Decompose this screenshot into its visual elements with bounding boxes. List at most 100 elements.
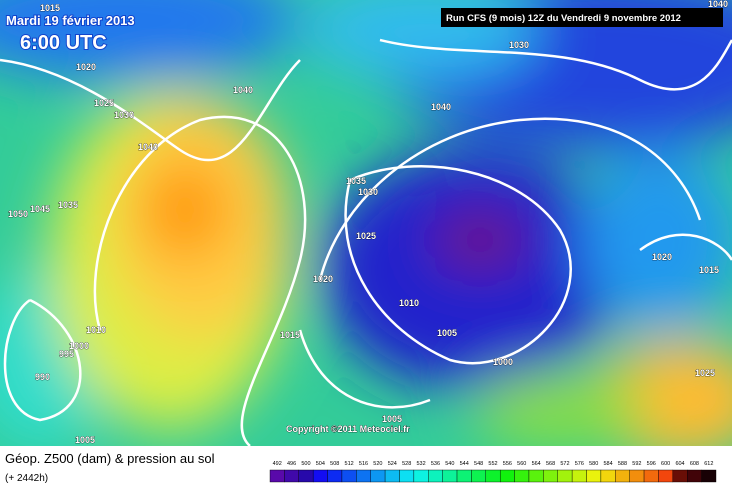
isobar-label: 1040 xyxy=(138,142,158,152)
copyright: Copyright ©2011 Meteociel.fr xyxy=(286,424,410,434)
isobar-label: 1000 xyxy=(69,341,89,351)
scale-label: 524 xyxy=(388,461,397,467)
scale-label: 516 xyxy=(359,461,368,467)
scale-label: 596 xyxy=(647,461,656,467)
isobar-label: 1025 xyxy=(695,368,715,378)
isobar-label: 1020 xyxy=(76,62,96,72)
scale-swatch xyxy=(341,469,357,483)
scale-label: 592 xyxy=(632,461,641,467)
scale-swatch xyxy=(600,469,616,483)
scale-swatch xyxy=(399,469,415,483)
scale-swatch xyxy=(298,469,314,483)
scale-label: 548 xyxy=(474,461,483,467)
scale-label: 612 xyxy=(704,461,713,467)
date: Mardi 19 février 2013 xyxy=(6,13,135,28)
scale-label: 492 xyxy=(273,461,282,467)
scale-label: 604 xyxy=(675,461,684,467)
isobar-label: 1030 xyxy=(509,40,529,50)
scale-label: 504 xyxy=(316,461,325,467)
scale-swatch xyxy=(701,469,717,483)
scale-label: 508 xyxy=(330,461,339,467)
isobar-label: 1050 xyxy=(8,209,28,219)
scale-swatch xyxy=(485,469,501,483)
color-scale: 492 496 500 504 508 512 516 520 524 528 532 536 540 5… xyxy=(269,461,717,483)
run-info: Run CFS (9 mois) 12Z du Vendredi 9 novem… xyxy=(446,13,681,24)
scale-label: 532 xyxy=(416,461,425,467)
isobar-label: 1020 xyxy=(313,274,333,284)
scale-swatch xyxy=(499,469,515,483)
scale-swatch xyxy=(428,469,443,483)
isobar-labels: 1015102010251030104010401040103010351030… xyxy=(8,0,729,445)
scale-label: 520 xyxy=(373,461,382,467)
isobar-label: 990 xyxy=(35,372,50,382)
isobar-label: 1005 xyxy=(75,435,95,445)
scale-label: 528 xyxy=(402,461,411,467)
scale-label: 580 xyxy=(589,461,598,467)
scale-swatch xyxy=(557,469,573,483)
scale-swatch xyxy=(528,469,544,483)
scale-label: 496 xyxy=(287,461,296,467)
scale-label: 560 xyxy=(517,461,526,467)
isobar-label: 1030 xyxy=(114,110,134,120)
scale-label: 576 xyxy=(575,461,584,467)
isobar-label: 995 xyxy=(59,349,74,359)
isobar-label: 1010 xyxy=(399,298,419,308)
scale-swatch xyxy=(442,469,458,483)
isobar-label: 1040 xyxy=(708,0,728,9)
scale-swatch xyxy=(643,469,659,483)
scale-swatch xyxy=(471,469,487,483)
isobar-label: 1045 xyxy=(30,204,50,214)
isobar-label: 1035 xyxy=(346,176,366,186)
isobar-label: 1005 xyxy=(382,414,402,424)
scale-swatch xyxy=(269,469,285,483)
scale-swatch xyxy=(456,469,472,483)
scale-label: 572 xyxy=(560,461,569,467)
scale-swatch xyxy=(356,469,371,483)
scale-label: 556 xyxy=(503,461,512,467)
scale-label: 568 xyxy=(546,461,555,467)
field-shading xyxy=(0,0,732,460)
isobar-label: 1040 xyxy=(431,102,451,112)
isobar-label: 1030 xyxy=(358,187,378,197)
isobar-label: 1015 xyxy=(699,265,719,275)
scale-swatch xyxy=(629,469,645,483)
scale-label: 608 xyxy=(690,461,699,467)
scale-swatch xyxy=(672,469,688,483)
scale-label: 588 xyxy=(618,461,627,467)
legend-caption: Géop. Z500 (dam) & pression au sol xyxy=(5,451,215,466)
scale-swatch xyxy=(543,469,558,483)
isobars xyxy=(0,38,732,447)
isobar-label: 1020 xyxy=(652,252,672,262)
scale-swatch xyxy=(514,469,530,483)
time: 6:00 UTC xyxy=(20,32,107,54)
scale-swatch xyxy=(687,469,702,483)
scale-swatch xyxy=(615,469,630,483)
scale-label: 500 xyxy=(301,461,310,467)
isobar-label: 1025 xyxy=(356,231,376,241)
scale-label: 544 xyxy=(460,461,469,467)
isobar-label: 1040 xyxy=(233,85,253,95)
isobar-label: 1035 xyxy=(58,200,78,210)
lead-time: (+ 2442h) xyxy=(5,473,48,484)
scale-swatch xyxy=(384,469,400,483)
scale-label: 552 xyxy=(488,461,497,467)
isobar-label: 1015 xyxy=(280,330,300,340)
scale-label: 540 xyxy=(445,461,454,467)
scale-swatch xyxy=(327,469,343,483)
scale-swatch xyxy=(284,469,299,483)
isobar-label: 1010 xyxy=(86,325,106,335)
scale-swatch xyxy=(312,469,328,483)
isobar-label: 1025 xyxy=(94,98,114,108)
run-box xyxy=(441,8,723,27)
scale-label: 536 xyxy=(431,461,440,467)
scale-label: 512 xyxy=(345,461,354,467)
scale-swatch xyxy=(413,469,429,483)
isobar-label: 1015 xyxy=(40,3,60,13)
isobar-label: 1005 xyxy=(437,328,457,338)
scale-label: 600 xyxy=(661,461,670,467)
scale-swatch xyxy=(658,469,674,483)
scale-label: 584 xyxy=(604,461,613,467)
isobar-label: 1000 xyxy=(493,357,513,367)
scale-label: 564 xyxy=(532,461,541,467)
